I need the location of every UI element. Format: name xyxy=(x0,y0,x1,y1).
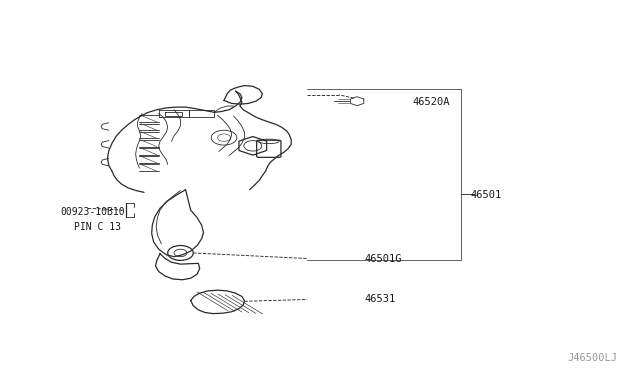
Text: 46531: 46531 xyxy=(365,295,396,304)
Text: 46501: 46501 xyxy=(470,190,502,200)
Text: 46520A: 46520A xyxy=(413,97,451,107)
Text: 00923-10B10: 00923-10B10 xyxy=(61,207,125,217)
Text: 46501G: 46501G xyxy=(365,254,403,263)
Text: PIN C 13: PIN C 13 xyxy=(74,222,120,232)
Text: J46500LJ: J46500LJ xyxy=(568,353,618,363)
